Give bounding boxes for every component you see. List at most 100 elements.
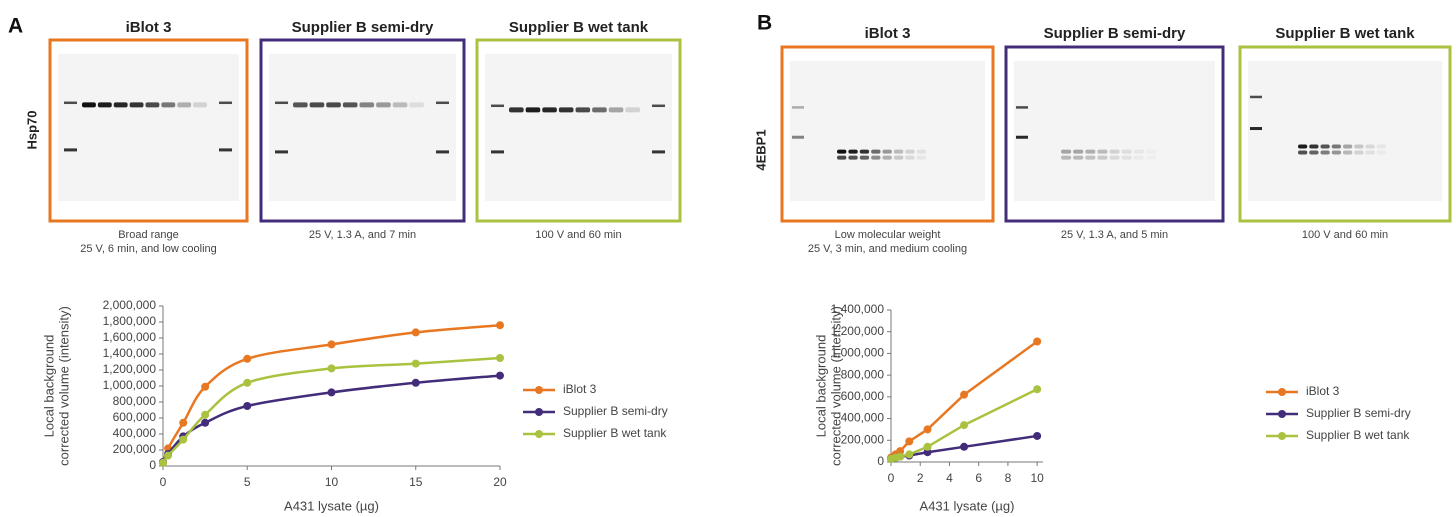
sample-band bbox=[293, 102, 308, 107]
y-tick-label: 800,000 bbox=[841, 367, 885, 381]
sample-band bbox=[1321, 150, 1330, 154]
data-point bbox=[243, 379, 251, 387]
y-tick-label: 1,800,000 bbox=[103, 314, 157, 328]
legend-label: iBlot 3 bbox=[563, 382, 597, 396]
legend-label: Supplier B semi-dry bbox=[1306, 406, 1411, 420]
ladder-band bbox=[1016, 136, 1028, 139]
legend-marker bbox=[1278, 388, 1286, 396]
data-point bbox=[960, 421, 968, 429]
sample-band bbox=[883, 150, 892, 154]
blot-title: Supplier B semi-dry bbox=[292, 19, 434, 36]
sample-band bbox=[1377, 150, 1386, 154]
sample-band bbox=[1332, 144, 1341, 148]
blot-title: Supplier B wet tank bbox=[509, 19, 649, 36]
sample-band bbox=[130, 102, 144, 107]
data-point bbox=[201, 411, 209, 419]
sample-band bbox=[509, 107, 524, 112]
y-tick-label: 1,400,000 bbox=[103, 346, 157, 360]
blot-caption: 25 V, 1.3 A, and 5 min bbox=[1061, 229, 1168, 241]
blot-membrane bbox=[58, 54, 239, 201]
blot-title: Supplier B semi-dry bbox=[1044, 25, 1186, 42]
sample-band bbox=[1110, 156, 1120, 160]
data-point bbox=[1033, 337, 1041, 345]
y-tick-label: 0 bbox=[877, 454, 884, 468]
y-tick-label: 400,000 bbox=[841, 411, 885, 425]
data-point bbox=[328, 388, 336, 396]
blot-membrane bbox=[1014, 61, 1215, 201]
data-point bbox=[905, 450, 913, 458]
panel-letter: B bbox=[757, 12, 772, 35]
y-tick-label: 600,000 bbox=[113, 410, 157, 424]
x-tick-label: 10 bbox=[325, 475, 339, 489]
sample-band bbox=[609, 107, 624, 112]
sample-band bbox=[343, 102, 358, 107]
x-tick-label: 20 bbox=[493, 475, 507, 489]
sample-band bbox=[837, 156, 846, 160]
sample-band bbox=[98, 102, 112, 107]
data-point bbox=[243, 402, 251, 410]
protein-label: Hsp70 bbox=[24, 110, 39, 149]
y-tick-label: 800,000 bbox=[113, 394, 157, 408]
data-point bbox=[201, 383, 209, 391]
data-point bbox=[496, 372, 504, 380]
sample-band bbox=[409, 102, 424, 107]
sample-band bbox=[1110, 150, 1120, 154]
data-point bbox=[179, 436, 187, 444]
sample-band bbox=[592, 107, 607, 112]
sample-band bbox=[1366, 144, 1375, 148]
sample-band bbox=[1134, 150, 1144, 154]
x-tick-label: 0 bbox=[160, 475, 167, 489]
sample-band bbox=[576, 107, 591, 112]
sample-band bbox=[894, 156, 903, 160]
sample-band bbox=[1061, 156, 1071, 160]
blot-membrane bbox=[485, 54, 672, 201]
sample-band bbox=[905, 156, 914, 160]
legend-marker bbox=[1278, 432, 1286, 440]
sample-band bbox=[1097, 150, 1107, 154]
sample-band bbox=[1298, 144, 1307, 148]
figure: AHsp70iBlot 3Broad range25 V, 6 min, and… bbox=[0, 0, 1456, 517]
sample-band bbox=[1073, 156, 1083, 160]
data-point bbox=[328, 364, 336, 372]
legend-marker bbox=[535, 430, 543, 438]
sample-band bbox=[1298, 150, 1307, 154]
legend-label: Supplier B wet tank bbox=[1306, 428, 1410, 442]
blot-caption: 25 V, 3 min, and medium cooling bbox=[808, 243, 967, 255]
blot-title: iBlot 3 bbox=[126, 19, 172, 36]
sample-band bbox=[542, 107, 557, 112]
blot-membrane bbox=[790, 61, 985, 201]
y-tick-label: 1,200,000 bbox=[103, 362, 157, 376]
sample-band bbox=[310, 102, 325, 107]
sample-band bbox=[1085, 150, 1095, 154]
ladder-band bbox=[652, 150, 665, 153]
sample-band bbox=[837, 150, 846, 154]
sample-band bbox=[917, 156, 926, 160]
data-point bbox=[412, 379, 420, 387]
sample-band bbox=[526, 107, 541, 112]
y-axis-label: Local background bbox=[813, 335, 828, 438]
data-point bbox=[960, 391, 968, 399]
x-tick-label: 15 bbox=[409, 475, 423, 489]
sample-band bbox=[860, 150, 869, 154]
sample-band bbox=[848, 150, 857, 154]
sample-band bbox=[1332, 150, 1341, 154]
sample-band bbox=[871, 150, 880, 154]
protein-label: 4EBP1 bbox=[753, 129, 768, 170]
x-axis-label: A431 lysate (µg) bbox=[920, 498, 1015, 513]
legend-label: Supplier B semi-dry bbox=[563, 404, 668, 418]
ladder-band bbox=[64, 148, 77, 151]
sample-band bbox=[1146, 150, 1156, 154]
y-tick-label: 200,000 bbox=[113, 442, 157, 456]
blot-caption: Broad range bbox=[118, 229, 179, 241]
x-tick-label: 5 bbox=[244, 475, 251, 489]
ladder-band bbox=[792, 136, 804, 139]
y-axis-label: Local background bbox=[41, 335, 56, 438]
data-point bbox=[1033, 432, 1041, 440]
blot-caption: 100 V and 60 min bbox=[1302, 229, 1388, 241]
data-point bbox=[1033, 385, 1041, 393]
sample-band bbox=[82, 102, 96, 107]
sample-band bbox=[326, 102, 341, 107]
sample-band bbox=[1097, 156, 1107, 160]
ladder-band bbox=[64, 102, 77, 105]
sample-band bbox=[1073, 150, 1083, 154]
